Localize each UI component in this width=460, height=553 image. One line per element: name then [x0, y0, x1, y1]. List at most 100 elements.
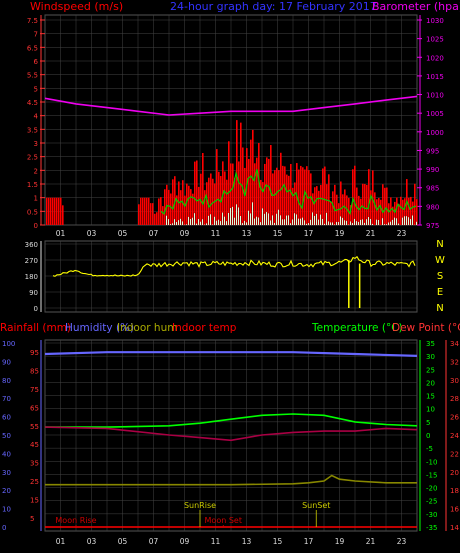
calm-mark	[282, 219, 283, 225]
x-tick-label: 01	[56, 537, 66, 546]
bottom-x-ticks: 01 03 05 07 09 11 13 15 17 19 21 23	[56, 537, 407, 546]
indoor-temp-axis: 14 16 18 20 22 24 26 28 30 32 34	[445, 340, 459, 532]
wind-bar	[156, 212, 158, 225]
humidity-tick: 30	[2, 469, 11, 477]
wind-bar	[58, 197, 60, 225]
calm-mark	[290, 223, 291, 225]
barometer-tick: 1015	[426, 73, 444, 81]
calm-mark	[328, 221, 329, 225]
barometer-tick: 1020	[426, 54, 444, 62]
temperature-tick: -20	[426, 485, 437, 493]
temperature-tick: -25	[426, 498, 437, 506]
calm-mark	[178, 220, 179, 225]
humidity-tick: 60	[2, 414, 11, 422]
wind-bar	[62, 205, 64, 225]
wind-bar	[416, 199, 418, 225]
wind-bar	[368, 169, 370, 225]
wind-bar	[286, 174, 288, 225]
compass-label: E	[437, 287, 443, 298]
calm-mark	[186, 224, 187, 225]
wind-bar	[176, 195, 178, 225]
x-tick-label: 23	[397, 537, 407, 546]
calm-mark	[368, 217, 369, 225]
wind-bar	[290, 163, 292, 225]
calm-mark	[220, 221, 221, 225]
sun-moon-annotations: Moon Rise SunRise Moon Set SunSet	[55, 501, 330, 527]
wind-bar	[412, 201, 414, 225]
calm-mark	[254, 218, 255, 225]
windspeed-axis: 0 0.5 1 1.5 2 2.5 3 3.5 4 4.5 5 5.5 6 6.5 7 7.5	[27, 15, 45, 230]
rain-tick: 45	[30, 441, 39, 449]
temperature-tick: 35	[426, 340, 435, 348]
direction-series	[52, 255, 416, 277]
calm-mark	[314, 215, 315, 225]
direction-axis: 0 90 180 270 360	[25, 241, 42, 313]
top-x-ticks: 01 03 05 07 09 11 13 15 17 19 21 23	[56, 229, 407, 238]
calm-mark	[278, 209, 279, 225]
wind-bar	[410, 196, 412, 225]
wind-bar	[212, 178, 214, 225]
indoor-temp-tick: 22	[450, 450, 459, 458]
calm-mark	[352, 223, 353, 225]
calm-mark	[270, 220, 271, 225]
calm-mark	[216, 220, 217, 225]
series-line	[44, 426, 418, 442]
calm-mark	[350, 221, 351, 225]
windspeed-tick: 2.5	[27, 154, 38, 162]
wind-bar	[244, 167, 246, 225]
calm-mark	[226, 221, 227, 225]
rain-tick: 75	[30, 386, 39, 394]
wind-bar	[204, 190, 206, 225]
temperature-label: Temperature (°C)	[311, 322, 403, 334]
barometer-line	[44, 95, 418, 116]
calm-mark	[344, 220, 345, 225]
calm-mark	[264, 213, 265, 225]
wind-bar	[268, 158, 270, 225]
calm-mark	[294, 213, 295, 225]
windspeed-tick: 0	[34, 222, 38, 230]
windspeed-tick: 0.5	[27, 208, 38, 216]
dewpoint-label: Dew Point (°C)	[392, 322, 460, 334]
wind-bar	[218, 171, 220, 225]
calm-mark	[266, 212, 267, 225]
wind-bar	[282, 165, 284, 225]
calm-mark	[218, 219, 219, 225]
wind-bar	[314, 187, 316, 225]
direction-tick: 0	[34, 305, 38, 313]
temperature-tick: -35	[426, 524, 437, 532]
wind-bar	[322, 168, 324, 225]
wind-bar	[224, 171, 226, 225]
calm-mark	[298, 218, 299, 225]
calm-mark	[358, 221, 359, 225]
indoor-temp-tick: 20	[450, 469, 459, 477]
indoor-temp-tick: 32	[450, 358, 459, 366]
indoor-temp-tick: 24	[450, 432, 459, 440]
humidity-tick: 10	[2, 506, 11, 514]
calm-mark	[262, 208, 263, 225]
calm-mark	[286, 215, 287, 225]
calm-mark	[386, 224, 387, 225]
series-line	[44, 351, 418, 357]
calm-mark	[360, 219, 361, 225]
calm-mark	[382, 218, 383, 225]
wind-bar	[198, 186, 200, 225]
wind-bar	[330, 201, 332, 225]
calm-mark	[340, 216, 341, 225]
wind-bar	[260, 179, 262, 225]
windspeed-tick: 5	[34, 85, 38, 93]
calm-mark	[252, 202, 253, 225]
wind-bar	[186, 183, 188, 225]
wind-bar	[312, 193, 314, 225]
calm-mark	[302, 217, 303, 225]
wind-bar	[46, 197, 48, 225]
wind-bar	[388, 203, 390, 225]
calm-mark	[172, 223, 173, 225]
humidity-tick: 40	[2, 450, 11, 458]
series-line	[45, 413, 418, 428]
windspeed-tick: 3	[34, 140, 38, 148]
calm-mark	[188, 216, 189, 225]
wind-bar	[384, 187, 386, 225]
x-tick-label: 09	[180, 537, 190, 546]
wind-bar	[354, 165, 356, 225]
wind-bar	[324, 166, 326, 225]
